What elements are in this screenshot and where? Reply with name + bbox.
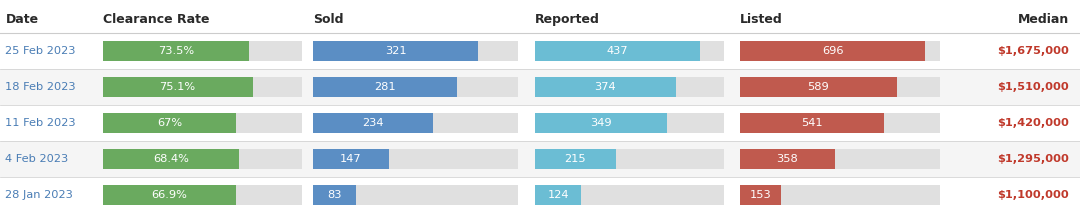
FancyBboxPatch shape (313, 76, 457, 98)
FancyBboxPatch shape (313, 40, 477, 62)
Text: Reported: Reported (535, 13, 599, 26)
Text: 25 Feb 2023: 25 Feb 2023 (5, 46, 76, 56)
Text: 75.1%: 75.1% (160, 82, 195, 92)
Text: $1,675,000: $1,675,000 (997, 46, 1069, 56)
Text: 374: 374 (594, 82, 616, 92)
Text: $1,100,000: $1,100,000 (998, 190, 1069, 200)
Text: 4 Feb 2023: 4 Feb 2023 (5, 154, 69, 164)
Text: 541: 541 (801, 118, 823, 128)
Text: 67%: 67% (157, 118, 183, 128)
FancyBboxPatch shape (103, 148, 240, 170)
FancyBboxPatch shape (535, 40, 724, 62)
FancyBboxPatch shape (535, 148, 616, 170)
Text: 11 Feb 2023: 11 Feb 2023 (5, 118, 76, 128)
Text: Date: Date (5, 13, 39, 26)
Text: 68.4%: 68.4% (153, 154, 189, 164)
Text: 18 Feb 2023: 18 Feb 2023 (5, 82, 76, 92)
FancyBboxPatch shape (740, 40, 940, 62)
FancyBboxPatch shape (313, 184, 518, 206)
Text: Sold: Sold (313, 13, 343, 26)
FancyBboxPatch shape (740, 148, 835, 170)
FancyBboxPatch shape (103, 40, 249, 62)
FancyBboxPatch shape (313, 184, 355, 206)
Text: 215: 215 (565, 154, 586, 164)
FancyBboxPatch shape (740, 184, 781, 206)
Text: 153: 153 (750, 190, 771, 200)
Text: Clearance Rate: Clearance Rate (103, 13, 210, 26)
Text: $1,510,000: $1,510,000 (998, 82, 1069, 92)
FancyBboxPatch shape (0, 105, 1080, 141)
FancyBboxPatch shape (103, 112, 237, 134)
FancyBboxPatch shape (535, 184, 581, 206)
Text: 124: 124 (548, 190, 569, 200)
FancyBboxPatch shape (103, 184, 237, 206)
FancyBboxPatch shape (313, 148, 389, 170)
Text: 147: 147 (340, 154, 362, 164)
Text: 349: 349 (590, 118, 611, 128)
FancyBboxPatch shape (535, 76, 724, 98)
FancyBboxPatch shape (535, 112, 724, 134)
FancyBboxPatch shape (740, 112, 883, 134)
FancyBboxPatch shape (740, 112, 940, 134)
FancyBboxPatch shape (740, 76, 940, 98)
Text: 234: 234 (363, 118, 384, 128)
FancyBboxPatch shape (0, 0, 1080, 33)
Text: $1,420,000: $1,420,000 (997, 118, 1069, 128)
FancyBboxPatch shape (740, 76, 896, 98)
FancyBboxPatch shape (103, 40, 302, 62)
Text: 589: 589 (808, 82, 829, 92)
FancyBboxPatch shape (313, 112, 518, 134)
Text: Median: Median (1018, 13, 1069, 26)
FancyBboxPatch shape (0, 33, 1080, 69)
FancyBboxPatch shape (103, 76, 253, 98)
Text: 28 Jan 2023: 28 Jan 2023 (5, 190, 73, 200)
FancyBboxPatch shape (535, 76, 676, 98)
FancyBboxPatch shape (740, 40, 926, 62)
FancyBboxPatch shape (103, 184, 302, 206)
FancyBboxPatch shape (0, 177, 1080, 213)
Text: 321: 321 (384, 46, 406, 56)
FancyBboxPatch shape (103, 148, 302, 170)
FancyBboxPatch shape (740, 184, 940, 206)
FancyBboxPatch shape (313, 112, 433, 134)
Text: $1,295,000: $1,295,000 (997, 154, 1069, 164)
Text: 437: 437 (606, 46, 627, 56)
FancyBboxPatch shape (535, 112, 666, 134)
FancyBboxPatch shape (0, 69, 1080, 105)
Text: 66.9%: 66.9% (151, 190, 187, 200)
FancyBboxPatch shape (103, 76, 302, 98)
FancyBboxPatch shape (313, 40, 518, 62)
FancyBboxPatch shape (0, 141, 1080, 177)
Text: 696: 696 (822, 46, 843, 56)
FancyBboxPatch shape (535, 40, 700, 62)
Text: Listed: Listed (740, 13, 783, 26)
FancyBboxPatch shape (313, 76, 518, 98)
Text: 73.5%: 73.5% (158, 46, 194, 56)
Text: 83: 83 (327, 190, 341, 200)
FancyBboxPatch shape (535, 148, 724, 170)
FancyBboxPatch shape (535, 184, 724, 206)
FancyBboxPatch shape (103, 112, 302, 134)
FancyBboxPatch shape (740, 148, 940, 170)
Text: 281: 281 (375, 82, 396, 92)
Text: 358: 358 (777, 154, 798, 164)
FancyBboxPatch shape (313, 148, 518, 170)
